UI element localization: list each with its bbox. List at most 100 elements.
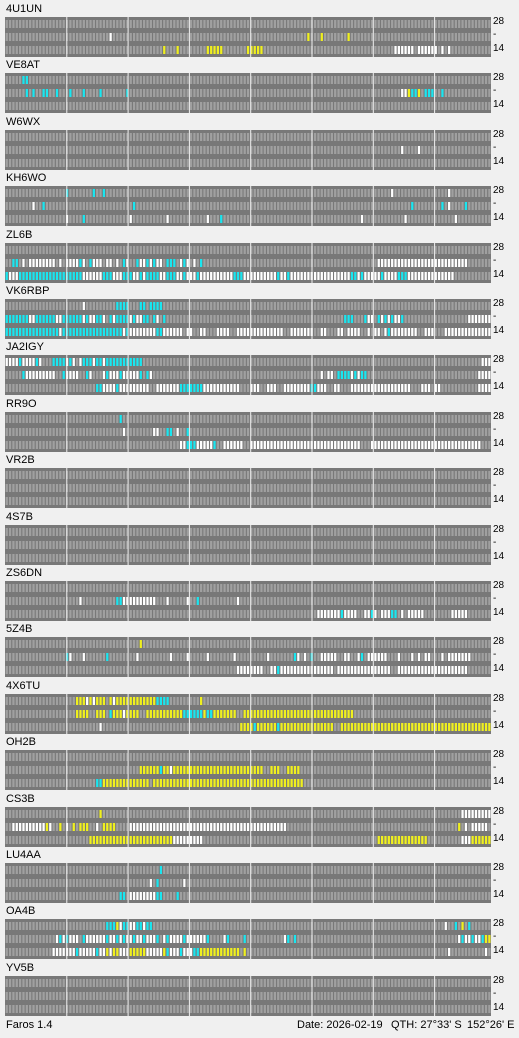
slot-cell <box>226 245 230 254</box>
slot-cell <box>29 597 32 605</box>
slot-cell <box>468 89 471 98</box>
slot-cell <box>260 202 263 211</box>
slot-cell <box>458 302 461 310</box>
slot-cell <box>236 540 240 549</box>
slot-cell <box>300 302 303 310</box>
slot-cell <box>42 584 45 592</box>
slot-cell <box>213 358 216 367</box>
slot-cell <box>317 20 320 28</box>
slot-cell <box>176 553 179 562</box>
slot-cell <box>96 553 99 562</box>
slot-cell <box>82 384 85 393</box>
slot-cell <box>153 610 156 618</box>
slot-cell <box>193 527 196 536</box>
slot-cell <box>407 76 411 85</box>
slot-cell <box>360 597 364 605</box>
slot-cell <box>106 258 109 267</box>
slot-cell <box>89 245 92 254</box>
slot-cell <box>380 414 384 423</box>
slot-cell <box>454 371 457 380</box>
slot-cell <box>441 414 444 423</box>
slot-cell <box>478 597 481 605</box>
slot-cell <box>193 258 196 267</box>
slot-cell <box>300 540 303 549</box>
slot-cell <box>417 440 421 449</box>
slot-cell <box>444 597 447 605</box>
slot-cell <box>22 610 25 618</box>
slot-cell <box>283 315 287 323</box>
slot-cell <box>347 427 350 436</box>
slot-cell <box>414 315 417 323</box>
slot-cell <box>360 328 364 336</box>
slot-cell <box>230 471 233 480</box>
slot-cell <box>5 640 8 649</box>
slot-cell <box>444 89 447 98</box>
slot-cell <box>350 189 354 198</box>
slot-cell <box>246 384 250 393</box>
slot-cell <box>159 584 163 592</box>
slot-cell <box>263 245 266 254</box>
slot-cell <box>287 527 290 536</box>
slot-cell <box>42 215 45 224</box>
slot-cell <box>384 132 387 141</box>
slot-cell <box>203 471 206 480</box>
slot-cell <box>189 527 193 536</box>
slot-cell <box>394 497 397 506</box>
slot-cell <box>324 384 327 393</box>
slot-cell <box>25 20 28 28</box>
slot-cell <box>344 527 347 536</box>
slot-cell <box>69 245 72 254</box>
slot-cell <box>464 46 468 54</box>
slot-cell <box>391 76 394 85</box>
slot-cell <box>448 245 451 254</box>
slot-cell <box>394 384 397 393</box>
slot-cell <box>313 302 317 310</box>
slot-cell <box>384 271 387 280</box>
slot-cell <box>156 358 159 367</box>
slot-cell <box>49 202 52 211</box>
slot-cell <box>387 89 390 98</box>
slot-cell <box>478 371 481 380</box>
slot-cell <box>236 471 240 480</box>
slot-cell <box>468 302 471 310</box>
slot-cell <box>394 584 397 592</box>
slot-cell <box>377 245 380 254</box>
slot-cell <box>374 132 377 141</box>
slot-cell <box>132 527 136 536</box>
slot-cell <box>327 145 330 154</box>
slot-cell <box>270 33 273 41</box>
slot-cell <box>42 102 45 111</box>
slot-cell <box>35 258 39 267</box>
slot-cell <box>250 132 253 141</box>
slot-cell <box>344 597 347 605</box>
slot-cell <box>19 315 22 323</box>
slot-cell <box>52 215 55 224</box>
slot-cell <box>283 553 287 562</box>
slot-cell <box>126 258 129 267</box>
slot-cell <box>461 527 464 536</box>
slot-cell <box>89 384 92 393</box>
slot-cell <box>8 33 12 41</box>
slot-cell <box>189 46 193 54</box>
slot-cell <box>307 484 310 493</box>
slot-cell <box>427 553 431 562</box>
slot-cell <box>143 132 146 141</box>
slot-cell <box>448 302 451 310</box>
slot-cell <box>102 497 106 506</box>
slot-cell <box>411 271 414 280</box>
slot-cell <box>159 315 163 323</box>
slot-cell <box>189 102 193 111</box>
slot-cell <box>233 102 236 111</box>
slot-cell <box>193 471 196 480</box>
slot-cell <box>327 384 330 393</box>
slot-cell <box>488 328 491 336</box>
slot-cell <box>96 358 99 367</box>
slot-cell <box>45 414 49 423</box>
slot-cell <box>196 328 199 336</box>
slot-cell <box>92 132 95 141</box>
slot-cell <box>277 328 280 336</box>
slot-cell <box>230 46 233 54</box>
slot-cell <box>19 358 22 367</box>
slot-cell <box>377 89 380 98</box>
slot-cell <box>337 358 340 367</box>
